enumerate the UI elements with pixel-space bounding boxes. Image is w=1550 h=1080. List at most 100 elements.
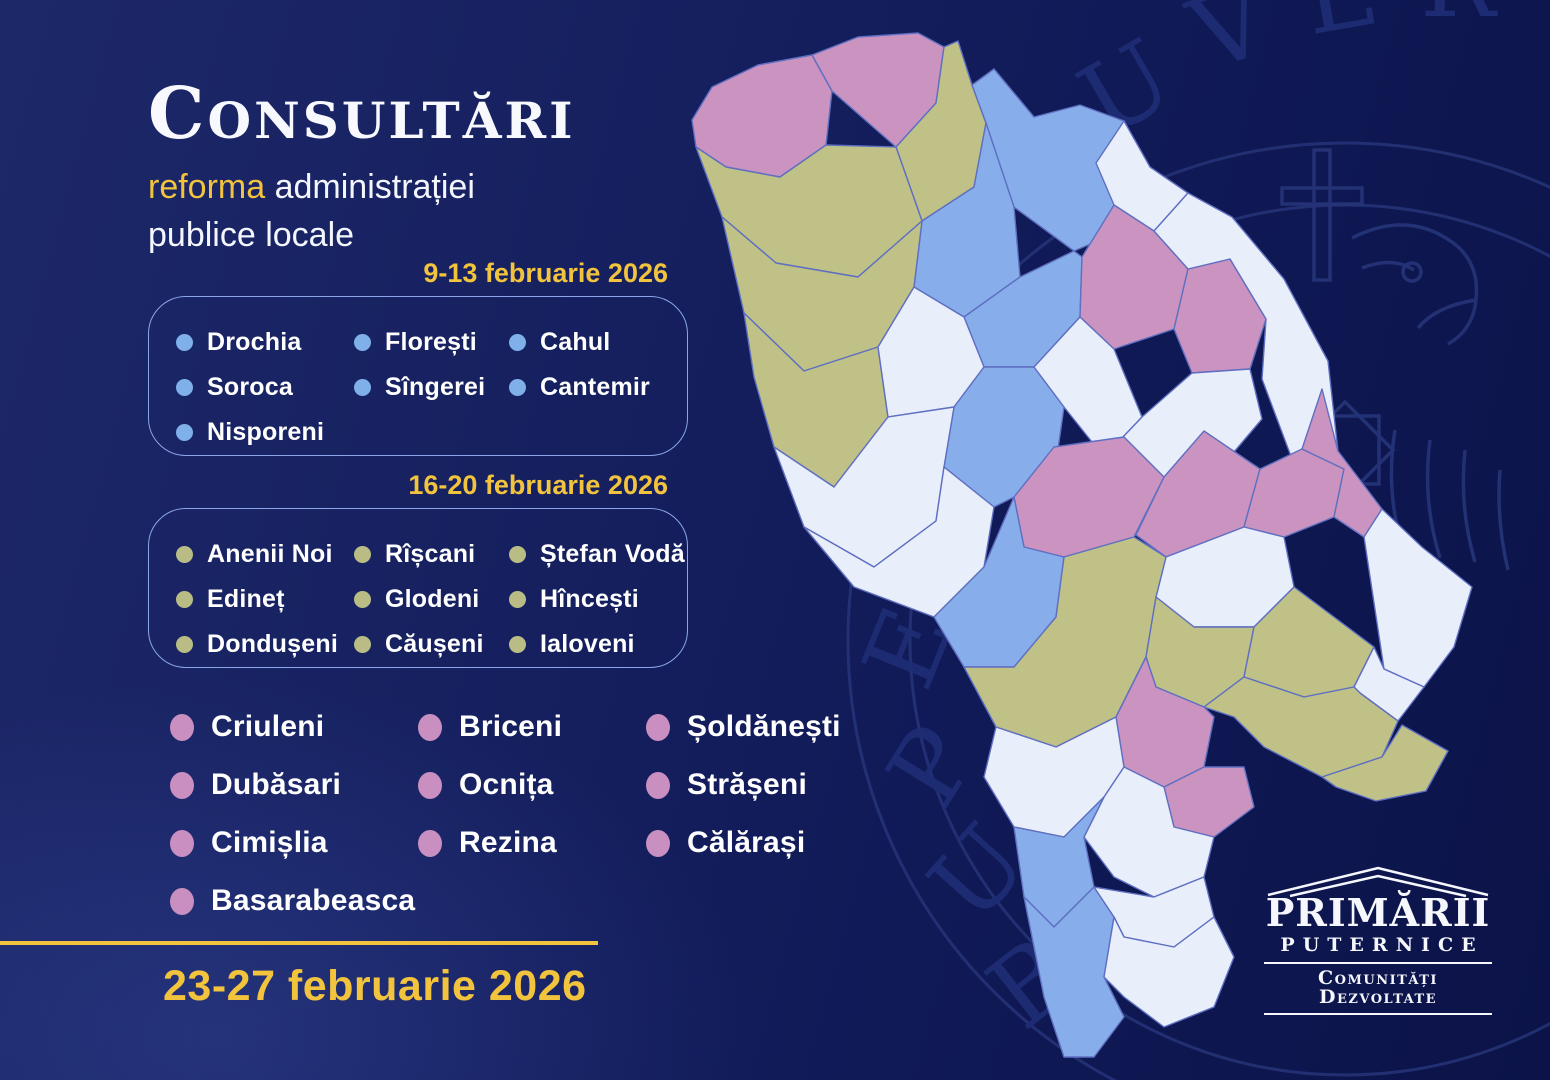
district-list-item: Briceni (418, 698, 646, 756)
subtitle-rest: administrației publice locale (148, 168, 475, 254)
district-name: Rezina (459, 826, 557, 859)
title-block: Consultări reforma administrației public… (148, 78, 588, 259)
district-name: Drochia (207, 328, 302, 356)
district-name: Basarabeasca (211, 884, 416, 917)
bullet-dot-icon (646, 771, 670, 799)
bullet-dot-icon (176, 334, 193, 351)
logo-comunitati: Comunități Dezvoltate (1318, 967, 1438, 1008)
page-subtitle: reforma administrației publice locale (148, 163, 588, 259)
district-name: Șoldănești (687, 710, 841, 743)
district-name: Cahul (540, 328, 611, 356)
district-column: Florești Sîngerei (354, 320, 509, 455)
district-name: Edineț (207, 585, 285, 613)
bullet-dot-icon (176, 591, 193, 608)
bullet-dot-icon (170, 713, 194, 741)
bullet-dot-icon (176, 546, 193, 563)
district-list-item: Sîngerei (354, 365, 509, 410)
district-list-item: Soroca (176, 365, 354, 410)
district-list-item: Ocnița (418, 756, 646, 814)
subtitle-highlight: reforma (148, 168, 266, 206)
district-name: Sîngerei (385, 373, 486, 401)
district-column: Briceni Ocnița Rezina (418, 698, 646, 930)
week2-district-box: Anenii Noi Edineț Dondușeni Rîșcani Glodeni C… (148, 508, 688, 668)
week2-date-label: 16-20 februarie 2026 (408, 470, 668, 500)
roof-icon (1267, 866, 1489, 898)
district-list-item: Dondușeni (176, 622, 354, 667)
district-list-item: Hîncești (509, 577, 685, 622)
bullet-dot-icon (646, 713, 670, 741)
district-list-item: Ialoveni (509, 622, 685, 667)
bullet-dot-icon (354, 379, 371, 396)
district-name: Anenii Noi (207, 540, 333, 568)
bullet-dot-icon (354, 334, 371, 351)
logo-primarii: PRIMĂRII (1265, 890, 1491, 935)
district-name: Glodeni (385, 585, 480, 613)
primarii-puternice-logo: PRIMĂRII PUTERNICE Comunități Dezvoltate (1264, 864, 1492, 1015)
district-name: Briceni (459, 710, 563, 743)
district-name: Dondușeni (207, 630, 338, 658)
district-list-item: Căușeni (354, 622, 509, 667)
bullet-dot-icon (354, 546, 371, 563)
bullet-dot-icon (509, 636, 526, 653)
district-name: Nisporeni (207, 418, 325, 446)
district-column: Ștefan Vodă Hîncești Ialoveni (509, 532, 685, 667)
district-name: Cantemir (540, 373, 650, 401)
district-list-item: Edineț (176, 577, 354, 622)
district-list-item: Anenii Noi (176, 532, 354, 577)
district-list-item: Basarabeasca (170, 872, 418, 930)
bullet-dot-icon (176, 636, 193, 653)
week1-district-box: Drochia Soroca Nisporeni Florești Sîngerei Ca… (148, 296, 688, 456)
moldova-district-map (691, 32, 1473, 1058)
district-transnistria-east (1363, 508, 1473, 688)
district-name: Căușeni (385, 630, 484, 658)
district-name: Soroca (207, 373, 293, 401)
district-list-item: Drochia (176, 320, 354, 365)
bullet-dot-icon (354, 591, 371, 608)
district-list-item: Strășeni (646, 756, 841, 814)
district-list-item: Șoldănești (646, 698, 841, 756)
district-list-item: Cimișlia (170, 814, 418, 872)
district-name: Florești (385, 328, 477, 356)
district-list-item: Rezina (418, 814, 646, 872)
left-content: Consultări reforma administrației public… (0, 0, 841, 1080)
district-column: Drochia Soroca Nisporeni (176, 320, 354, 455)
district-list-item: Criuleni (170, 698, 418, 756)
district-list-item: Călărași (646, 814, 841, 872)
bullet-dot-icon (176, 424, 193, 441)
district-name: Hîncești (540, 585, 639, 613)
bullet-dot-icon (418, 829, 442, 857)
logo-divider-top (1264, 962, 1492, 964)
district-list-item: Florești (354, 320, 509, 365)
bullet-dot-icon (176, 379, 193, 396)
district-list-item: Dubăsari (170, 756, 418, 814)
footer-divider (0, 941, 598, 945)
bullet-dot-icon (170, 829, 194, 857)
district-column: Șoldănești Strășeni Călărași (646, 698, 841, 930)
week3-district-list: Criuleni Dubăsari Cimișlia Basarabeasca Bric… (170, 698, 841, 930)
bullet-dot-icon (170, 887, 194, 915)
logo-puternice: PUTERNICE (1280, 934, 1484, 956)
district-name: Criuleni (211, 710, 325, 743)
bullet-dot-icon (646, 829, 670, 857)
bullet-dot-icon (418, 771, 442, 799)
logo-divider-bottom (1264, 1013, 1492, 1015)
district-transnistria-north (1153, 192, 1339, 460)
district-name: Rîșcani (385, 540, 476, 568)
district-name: Strășeni (687, 768, 807, 801)
district-list-item: Ștefan Vodă (509, 532, 685, 577)
district-name: Ocnița (459, 768, 554, 801)
district-list-item: Cantemir (509, 365, 650, 410)
bullet-dot-icon (354, 636, 371, 653)
district-name: Ștefan Vodă (540, 540, 685, 568)
district-cahul (1023, 886, 1125, 1058)
district-column: Anenii Noi Edineț Dondușeni (176, 532, 354, 667)
district-name: Ialoveni (540, 630, 635, 658)
page-title: Consultări (148, 71, 576, 155)
bullet-dot-icon (509, 334, 526, 351)
seal-eagle-icon (1280, 148, 1510, 571)
bullet-dot-icon (170, 771, 194, 799)
week1-date-label: 9-13 februarie 2026 (423, 258, 668, 288)
bullet-dot-icon (418, 713, 442, 741)
svg-text:R: R (1420, 0, 1498, 40)
